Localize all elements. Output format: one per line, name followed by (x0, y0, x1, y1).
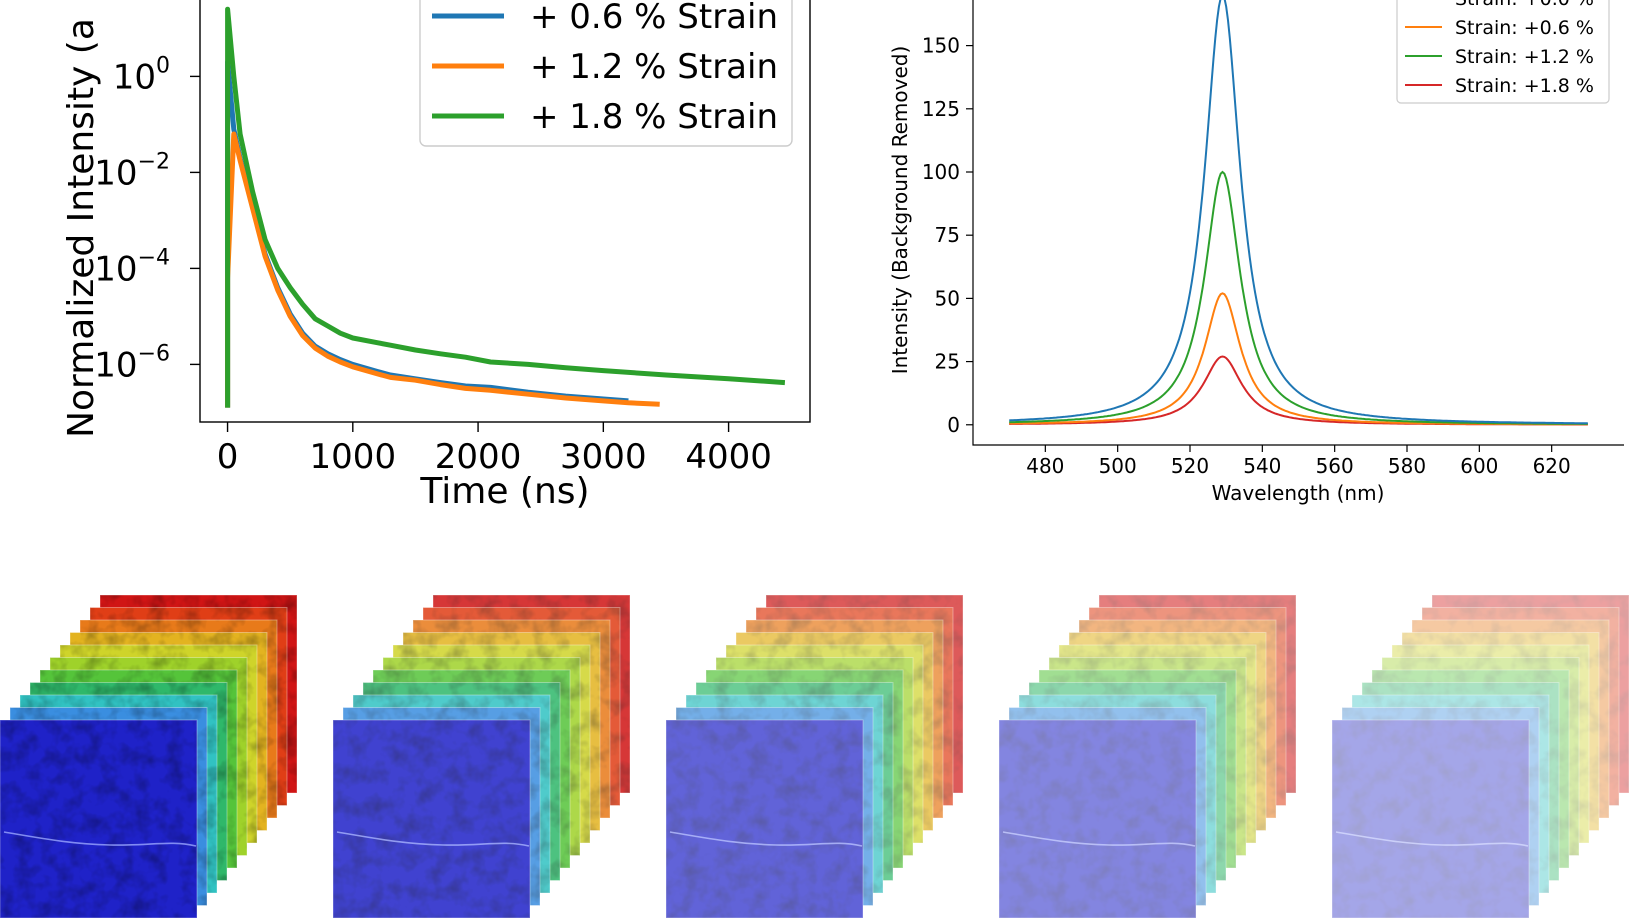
decay-y-tick-label: 10−4 (94, 245, 170, 289)
decay-series-lines (225, 6, 786, 408)
crack-line (3, 831, 197, 847)
spectrum-legend-label: Strain: +0.0 % (1455, 0, 1594, 10)
decay-x-tick-label: 0 (217, 437, 239, 477)
spectrum-x-tick-label: 620 (1533, 454, 1571, 478)
decay-plot-frame (199, 0, 811, 423)
image-stack-0 (0, 594, 298, 919)
spectrum-x-tick-label: 480 (1026, 454, 1064, 478)
spectrum-x-tick-label: 600 (1460, 454, 1498, 478)
spectrum-y-tick-label: 150 (922, 34, 960, 58)
spectrum-legend-box (1396, 0, 1610, 104)
decay-series-line-1 (225, 131, 660, 408)
image-stack-2 (665, 594, 964, 919)
decay-legend: + 0.6 % Strain + 1.2 % Strain + 1.8 % Stra… (419, 0, 793, 147)
stack-layer (998, 719, 1197, 919)
spectrum-y-tick-label: 0 (947, 413, 960, 437)
decay-x-tick-label: 1000 (310, 437, 397, 477)
spectrum-y-tick-label: 75 (935, 223, 960, 247)
decay-legend-label: + 1.8 % Strain (530, 97, 778, 137)
spectrum-x-tick-label: 540 (1243, 454, 1281, 478)
decay-x-tick-label: 4000 (685, 437, 772, 477)
spectrum-x-tick-label: 520 (1171, 454, 1209, 478)
decay-y-axis-label: Normalized Intensity (a (61, 18, 102, 438)
decay-chart: 0 1000 2000 3000 4000 100 10−2 10−4 10−6 Time (… (61, 0, 811, 512)
image-stack-1 (332, 594, 631, 919)
spectrum-series-line-0 (1009, 0, 1588, 425)
spectrum-x-tick-label: 580 (1388, 454, 1426, 478)
decay-x-tick-label: 2000 (435, 437, 522, 477)
stack-layer (332, 719, 531, 919)
crack-line (1002, 831, 1196, 847)
spectrum-x-axis-label: Wavelength (nm) (1212, 481, 1385, 505)
spectrum-y-tick-label: 125 (922, 97, 960, 121)
crack-line (1335, 831, 1529, 847)
spectrum-series-line-2 (1009, 170, 1588, 425)
stack-layer (1331, 719, 1530, 919)
decay-y-tick-label: 10−2 (94, 149, 170, 193)
decay-x-tick-label: 3000 (560, 437, 647, 477)
spectrum-chart: 480 500 520 540 560 580 600 620 0 25 50 75 100 125 15… (888, 0, 1624, 505)
decay-legend-box (419, 0, 793, 147)
crack-line (336, 831, 530, 847)
spectrum-x-tick-label: 500 (1099, 454, 1137, 478)
spectrum-x-ticks: 480 500 520 540 560 580 600 620 (1026, 445, 1571, 478)
decay-x-axis-label: Time (ns) (419, 471, 589, 512)
image-stack-4 (1331, 594, 1630, 919)
decay-y-ticks: 100 10−2 10−4 10−6 (94, 53, 200, 385)
spectrum-y-axis-label: Intensity (Background Removed) (888, 46, 912, 375)
spectrum-y-tick-label: 100 (922, 160, 960, 184)
image-stacks (0, 594, 1630, 919)
decay-y-tick-label: 100 (113, 53, 170, 97)
decay-legend-label: + 1.2 % Strain (530, 47, 778, 87)
spectrum-legend-label: Strain: +0.6 % (1455, 17, 1594, 39)
spectrum-legend-label: Strain: +1.2 % (1455, 46, 1594, 68)
spectrum-legend-label: Strain: +1.8 % (1455, 75, 1594, 97)
spectrum-x-tick-label: 560 (1316, 454, 1354, 478)
decay-series-line-2 (225, 6, 786, 408)
decay-y-tick-label: 10−6 (94, 341, 170, 385)
crack-line (669, 831, 863, 847)
decay-legend-label: + 0.6 % Strain (530, 0, 778, 37)
image-stack-3 (998, 594, 1297, 919)
spectrum-legend: Strain: +0.0 % Strain: +0.6 % Strain: +1.2… (1396, 0, 1610, 104)
decay-x-ticks: 0 1000 2000 3000 4000 (217, 422, 772, 477)
spectrum-y-ticks: 0 25 50 75 100 125 150 (922, 34, 973, 437)
spectrum-series-lines (1009, 0, 1588, 426)
stack-layer (665, 719, 864, 919)
spectrum-y-tick-label: 50 (935, 286, 960, 310)
stack-layer (0, 719, 198, 919)
spectrum-y-tick-label: 25 (935, 350, 960, 374)
